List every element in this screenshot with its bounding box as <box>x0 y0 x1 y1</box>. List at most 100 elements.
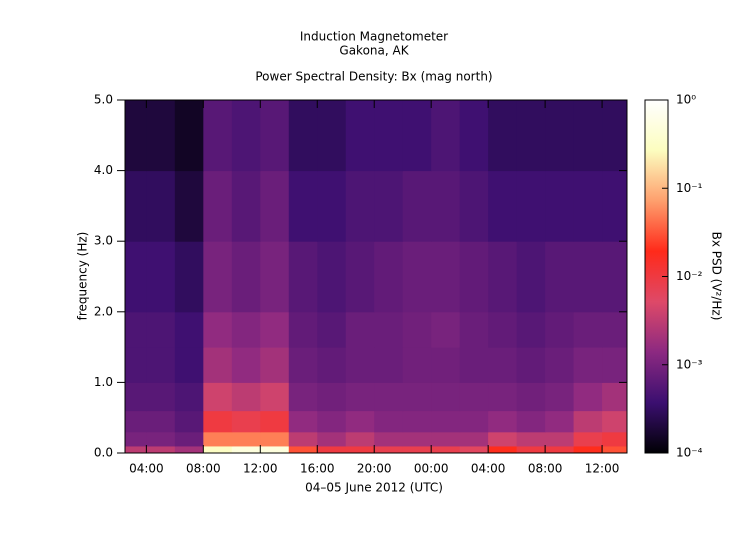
heatmap-cell <box>288 382 318 412</box>
heatmap-cell <box>488 170 518 242</box>
heatmap-cell <box>516 445 546 454</box>
x-tick-label: 04:00 <box>129 462 164 476</box>
heatmap-cell <box>174 431 204 447</box>
colorbar-tick-label: 10⁻² <box>676 269 703 283</box>
heatmap-cell <box>174 445 204 454</box>
heatmap-cell <box>345 311 375 348</box>
heatmap-cell <box>125 445 147 454</box>
heatmap-cell <box>203 170 233 242</box>
heatmap-cell <box>317 170 347 242</box>
heatmap-cell <box>573 100 603 172</box>
x-tick-label: 12:00 <box>243 462 278 476</box>
y-tick-label: 3.0 <box>94 234 113 248</box>
heatmap-cell <box>374 347 404 383</box>
colorbar-tick-label: 10⁻¹ <box>676 181 703 195</box>
heatmap-cell <box>260 445 290 454</box>
heatmap-cell <box>260 431 290 447</box>
heatmap-cell <box>602 382 628 412</box>
heatmap-cell <box>345 100 375 172</box>
heatmap-cell <box>459 241 489 313</box>
x-tick-label: 20:00 <box>357 462 392 476</box>
heatmap-cell <box>231 170 261 242</box>
heatmap-cell <box>231 241 261 313</box>
heatmap-cell <box>545 241 575 313</box>
heatmap-cell <box>488 382 518 412</box>
heatmap-cell <box>431 311 461 348</box>
heatmap-cell <box>345 241 375 313</box>
x-tick-label: 08:00 <box>528 462 563 476</box>
heatmap-cell <box>545 431 575 447</box>
heatmap-cell <box>203 410 233 433</box>
y-tick-label: 1.0 <box>94 375 113 389</box>
heatmap-cell <box>402 241 432 313</box>
heatmap-cell <box>260 170 290 242</box>
heatmap-cell <box>374 382 404 412</box>
heatmap-cell <box>203 311 233 348</box>
heatmap-cell <box>146 241 176 313</box>
heatmap-cell <box>602 100 628 172</box>
heatmap-cell <box>516 100 546 172</box>
heatmap-cell <box>288 431 318 447</box>
plot-frame <box>124 99 628 454</box>
heatmap-cell <box>573 170 603 242</box>
heatmap-cell <box>260 241 290 313</box>
heatmap-cell <box>488 410 518 433</box>
heatmap-cell <box>431 347 461 383</box>
heatmap-cell <box>288 170 318 242</box>
heatmap-cell <box>317 347 347 383</box>
heatmap-cell <box>125 241 147 313</box>
heatmap-cell <box>602 241 628 313</box>
heatmap-cell <box>402 431 432 447</box>
heatmap-cell <box>431 445 461 454</box>
heatmap-cell <box>288 241 318 313</box>
heatmap-cell <box>260 311 290 348</box>
heatmap-cell <box>516 170 546 242</box>
heatmap-cell <box>431 241 461 313</box>
heatmap-cell <box>260 382 290 412</box>
x-axis-label: 04–05 June 2012 (UTC) <box>305 481 443 495</box>
heatmap-cell <box>402 382 432 412</box>
heatmap-cell <box>317 410 347 433</box>
heatmap-cell <box>288 100 318 172</box>
y-tick-label: 2.0 <box>94 304 113 318</box>
heatmap-cell <box>374 100 404 172</box>
heatmap-cell <box>125 311 147 348</box>
heatmap-cell <box>488 241 518 313</box>
heatmap-cell <box>374 431 404 447</box>
heatmap-cell <box>174 100 204 172</box>
heatmap-cell <box>573 431 603 447</box>
heatmap-cell <box>231 431 261 447</box>
heatmap-cell <box>459 431 489 447</box>
heatmap-cell <box>545 311 575 348</box>
colorbar-tick-label: 10⁰ <box>676 93 696 107</box>
heatmap-cell <box>402 410 432 433</box>
heatmap-cell <box>260 100 290 172</box>
heatmap-cell <box>431 431 461 447</box>
y-tick-label: 4.0 <box>94 163 113 177</box>
heatmap-cell <box>288 347 318 383</box>
heatmap-cell <box>602 170 628 242</box>
heatmap-cell <box>573 382 603 412</box>
heatmap-cell <box>516 382 546 412</box>
x-tick-label: 04:00 <box>471 462 506 476</box>
heatmap-cell <box>317 100 347 172</box>
heatmap-cell <box>545 347 575 383</box>
heatmap-cell <box>573 241 603 313</box>
heatmap-cell <box>545 170 575 242</box>
heatmap-cell <box>602 311 628 348</box>
heatmap-cell <box>459 445 489 454</box>
heatmap-cell <box>125 100 147 172</box>
heatmap-cell <box>231 410 261 433</box>
heatmap-cell <box>488 445 518 454</box>
heatmap-cell <box>488 100 518 172</box>
heatmap-cell <box>317 431 347 447</box>
heatmap-cell <box>174 382 204 412</box>
heatmap-cell <box>203 445 233 454</box>
heatmap-cell <box>317 445 347 454</box>
heatmap-cell <box>488 311 518 348</box>
heatmap-cell <box>402 347 432 383</box>
heatmap-cell <box>516 311 546 348</box>
x-tick-label: 08:00 <box>186 462 221 476</box>
heatmap-cell <box>288 311 318 348</box>
heatmap-cell <box>516 241 546 313</box>
